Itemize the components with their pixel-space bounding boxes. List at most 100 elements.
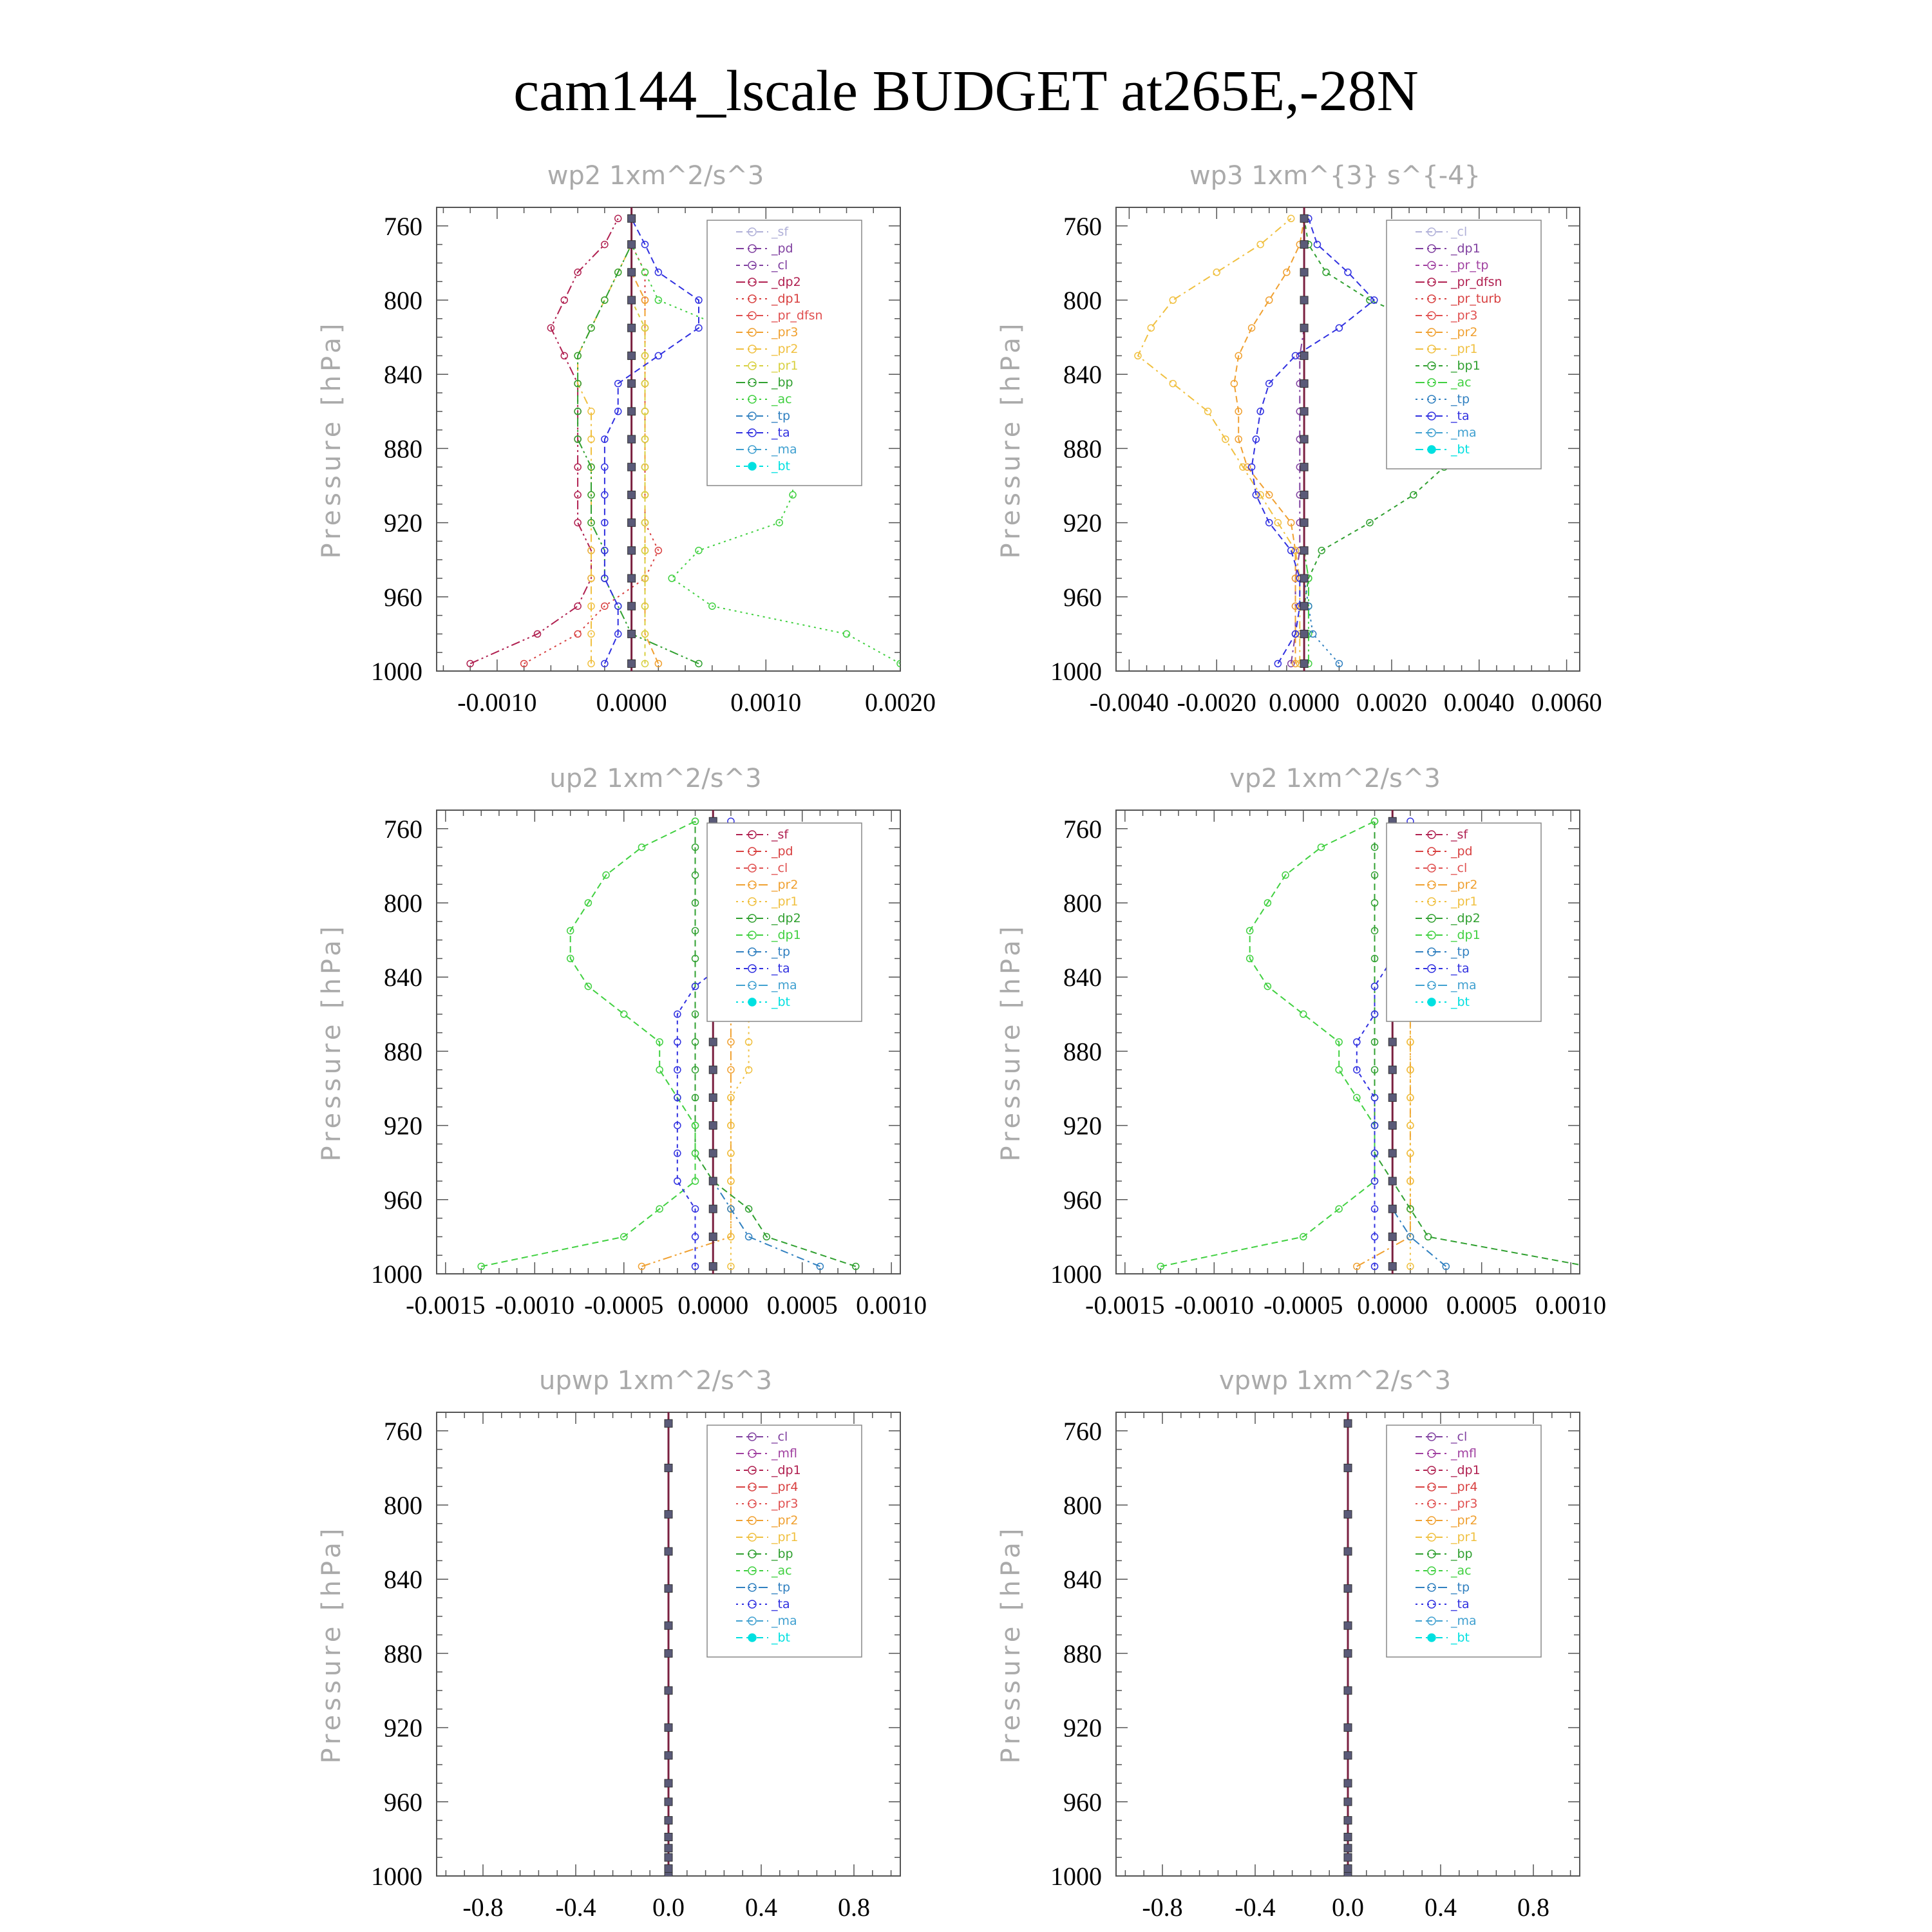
legend-entry: _ma xyxy=(771,978,797,992)
data-point xyxy=(1245,927,1254,934)
bt-marker xyxy=(708,1232,717,1241)
bt-marker xyxy=(1300,601,1309,611)
y-tick-label: 880 xyxy=(1063,1639,1102,1668)
legend-marker xyxy=(1427,1549,1436,1558)
data-point xyxy=(1282,871,1289,879)
x-tick-label: -0.0005 xyxy=(1264,1291,1343,1320)
data-point xyxy=(691,1262,699,1271)
data-point xyxy=(1256,408,1264,415)
data-point xyxy=(691,899,699,907)
legend-marker xyxy=(748,847,757,856)
data-point xyxy=(1287,659,1295,668)
legend-entry: _pr2 xyxy=(771,1513,798,1528)
legend-marker xyxy=(748,328,757,337)
series-group xyxy=(1343,1412,1352,1876)
data-point xyxy=(641,240,649,249)
legend-entry: _pd xyxy=(771,844,793,858)
data-point xyxy=(641,435,649,443)
x-tick-label: 0.0010 xyxy=(856,1291,927,1320)
bt-marker xyxy=(1300,435,1309,444)
data-point xyxy=(1406,1066,1414,1074)
data-point xyxy=(1370,1038,1379,1046)
bt-marker xyxy=(708,1037,717,1046)
data-point xyxy=(601,518,609,527)
data-point xyxy=(620,1233,628,1241)
bt-marker xyxy=(627,518,636,527)
bt-marker xyxy=(1300,659,1309,668)
data-point xyxy=(1244,463,1251,471)
legend-entry: _pr1 xyxy=(771,1530,798,1544)
data-point xyxy=(691,871,699,879)
series-line-bp xyxy=(577,218,699,665)
bt-marker xyxy=(1300,518,1309,527)
data-point xyxy=(744,1066,753,1074)
data-point xyxy=(614,269,622,276)
y-tick-label: 1000 xyxy=(1050,657,1102,686)
series-line-pr1 xyxy=(1392,821,1411,1267)
data-point xyxy=(1370,1177,1379,1185)
bt-marker xyxy=(664,1816,673,1825)
legend: _cl _mfl _dp1 _pr4 _pr3 _pr2 _pr1 _bp _ac _tp _ta _… xyxy=(1386,1425,1542,1658)
legend-entry: _ta xyxy=(1450,1597,1470,1611)
chart-panel-5: upwp 1xm^2/s^3 Pressure [hPa] 760 800 840 880… xyxy=(317,1366,901,1922)
legend-entry: _cl xyxy=(1450,1430,1467,1444)
bt-marker xyxy=(664,1547,673,1556)
y-tick-label: 920 xyxy=(384,1714,422,1743)
series-group xyxy=(466,207,900,671)
data-point xyxy=(1586,1263,1592,1269)
data-point xyxy=(614,630,622,638)
bt-marker xyxy=(664,1853,673,1862)
data-point xyxy=(641,463,649,471)
legend-entry: _pr2 xyxy=(771,878,798,892)
legend-marker xyxy=(748,261,757,270)
data-point xyxy=(1370,1121,1379,1130)
legend-entry: _ta xyxy=(771,961,790,976)
bt-marker xyxy=(708,1121,717,1130)
x-tick-label: 0.0 xyxy=(652,1893,685,1922)
x-tick-label: -0.0020 xyxy=(1177,688,1256,717)
legend: _sf _pd _cl _pr2 _pr1 _dp2 _dp1 _tp _ta _ma _bt xyxy=(1386,822,1542,1022)
legend-box xyxy=(1386,1425,1542,1658)
bt-marker xyxy=(1343,1723,1352,1732)
data-point xyxy=(654,296,663,304)
legend-marker xyxy=(1427,311,1436,320)
series-group xyxy=(1134,207,1505,671)
legend-entry: _pr3 xyxy=(1450,1497,1477,1511)
data-point xyxy=(1291,352,1300,360)
data-point xyxy=(1370,954,1379,963)
data-point xyxy=(1274,659,1282,668)
data-point xyxy=(1406,1121,1414,1130)
data-point xyxy=(587,463,595,471)
x-tick-label: -0.0015 xyxy=(1085,1291,1164,1320)
x-tick-label: 0.0010 xyxy=(730,688,801,717)
x-tick-label: -0.0010 xyxy=(457,688,536,717)
data-point xyxy=(691,843,699,851)
data-point xyxy=(1370,927,1379,934)
bt-marker xyxy=(627,351,636,360)
data-point xyxy=(614,379,622,388)
series-line-pr1 xyxy=(630,218,646,664)
data-point xyxy=(789,491,797,499)
data-point xyxy=(1370,1150,1379,1157)
data-point xyxy=(1335,1038,1343,1046)
data-point xyxy=(638,1262,646,1271)
x-tick-label: -0.0010 xyxy=(1175,1291,1254,1320)
legend-marker xyxy=(748,1516,757,1525)
legend-marker xyxy=(1427,864,1436,873)
y-tick-label: 960 xyxy=(384,1186,422,1215)
y-tick-label: 760 xyxy=(384,815,422,844)
legend: _sf _pd _cl _dp2 _dp1 _pr_dfsn _pr3 _pr2 _pr1 _bp… xyxy=(706,220,862,486)
bt-marker xyxy=(627,629,636,638)
data-point xyxy=(641,269,649,276)
bt-marker xyxy=(1388,1177,1397,1186)
data-point xyxy=(1230,379,1238,388)
y-tick-label: 960 xyxy=(1063,1788,1102,1817)
data-point xyxy=(1300,1010,1307,1018)
data-point xyxy=(691,954,699,963)
series-group xyxy=(1157,810,1592,1274)
bt-marker xyxy=(664,1864,673,1873)
data-point xyxy=(691,817,699,826)
legend: _sf _pd _cl _pr2 _pr1 _dp2 _dp1 _tp _ta _ma _bt xyxy=(706,822,862,1022)
data-point xyxy=(744,1205,753,1213)
